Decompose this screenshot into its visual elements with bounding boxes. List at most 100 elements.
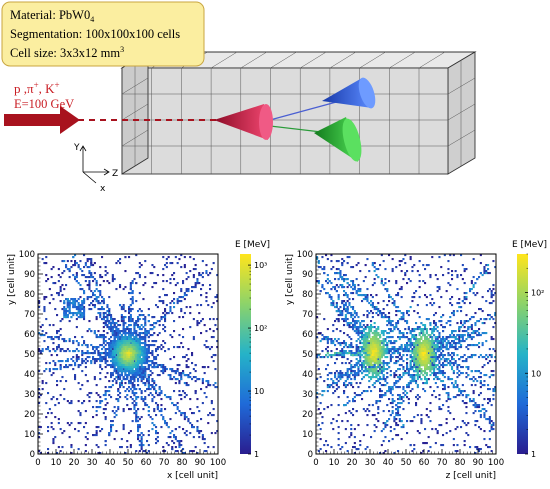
heatmap-cell xyxy=(79,388,82,391)
heatmap-cell xyxy=(330,446,333,449)
heatmap-cell xyxy=(108,380,111,383)
heatmap-cell xyxy=(137,346,140,349)
heatmap-cell xyxy=(169,396,172,399)
heatmap-cell xyxy=(122,376,125,379)
heatmap-cell xyxy=(137,316,140,319)
heatmap-cell xyxy=(122,364,125,367)
heatmap-cells xyxy=(38,254,219,455)
heatmap-cell xyxy=(461,420,464,423)
heatmap-cell xyxy=(353,326,356,329)
heatmap-cell xyxy=(326,292,329,295)
heatmap-cell xyxy=(185,290,188,293)
heatmap-cell xyxy=(335,272,338,275)
heatmap-cell xyxy=(138,314,141,317)
heatmap-cell xyxy=(99,290,102,293)
heatmap-cell xyxy=(332,382,335,385)
heatmap-cell xyxy=(465,314,468,317)
heatmap-cell xyxy=(144,360,147,363)
heatmap-cell xyxy=(122,308,125,311)
heatmap-cell xyxy=(194,370,197,373)
heatmap-cell xyxy=(115,332,118,335)
heatmap-cell xyxy=(200,320,203,323)
heatmap-cell xyxy=(337,426,340,429)
heatmap-cell xyxy=(111,364,114,367)
heatmap-cell xyxy=(323,272,326,275)
heatmap-cell xyxy=(124,256,127,259)
heatmap-cell xyxy=(128,360,131,363)
heatmap-cell xyxy=(115,360,118,363)
heatmap-cell xyxy=(348,256,351,259)
heatmap-cell xyxy=(362,334,365,337)
heatmap-cell xyxy=(479,254,482,257)
heatmap-cell xyxy=(83,290,86,293)
heatmap-cell xyxy=(151,366,154,369)
heatmap-cell xyxy=(88,282,91,285)
heatmap-cell xyxy=(174,372,177,375)
heatmap-cell xyxy=(115,358,118,361)
heatmap-cell xyxy=(183,452,186,455)
heatmap-cell xyxy=(59,428,62,431)
heatmap-cell xyxy=(122,338,125,341)
heatmap-cell xyxy=(382,300,385,303)
heatmap-cell xyxy=(90,302,93,305)
heatmap-cell xyxy=(334,278,337,281)
heatmap-cell xyxy=(397,398,400,401)
heatmap-cell xyxy=(164,342,167,345)
heatmap-cell xyxy=(113,352,116,355)
heatmap-cell xyxy=(368,404,371,407)
heatmap-cell xyxy=(411,348,414,351)
heatmap-cell xyxy=(176,262,179,265)
heatmap-cell xyxy=(151,386,154,389)
heatmap-cell xyxy=(201,272,204,275)
heatmap-cell xyxy=(142,378,145,381)
heatmap-cell xyxy=(164,368,167,371)
heatmap-cell xyxy=(429,302,432,305)
heatmap-cell xyxy=(209,384,212,387)
heatmap-cell xyxy=(77,304,80,307)
heatmap-cell xyxy=(171,368,174,371)
heatmap-cell xyxy=(39,334,42,337)
heatmap-cell xyxy=(70,316,73,319)
heatmap-cell xyxy=(164,366,167,369)
heatmap-cell xyxy=(144,350,147,353)
heatmap-cell xyxy=(108,328,111,331)
heatmap-cell xyxy=(146,352,149,355)
heatmap-cell xyxy=(341,352,344,355)
heatmap-cell xyxy=(140,324,143,327)
heatmap-cell xyxy=(86,350,89,353)
heatmap-cell xyxy=(74,278,77,281)
heatmap-cell xyxy=(429,276,432,279)
heatmap-cell xyxy=(54,416,57,419)
heatmap-cell xyxy=(353,352,356,355)
heatmap-cell xyxy=(45,262,48,265)
heatmap-cell xyxy=(424,294,427,297)
heatmap-cell xyxy=(81,288,84,291)
heatmap-cell xyxy=(373,430,376,433)
heatmap-cell xyxy=(167,374,170,377)
heatmap-cell xyxy=(191,290,194,293)
heatmap-cell xyxy=(138,344,141,347)
heatmap-cell xyxy=(364,448,367,451)
heatmap-cell xyxy=(344,316,347,319)
heatmap-cell xyxy=(128,372,131,375)
heatmap-cell xyxy=(212,262,215,265)
heatmap-cell xyxy=(102,358,105,361)
heatmap-cell xyxy=(128,354,131,357)
heatmap-cell xyxy=(203,438,206,441)
heatmap-cell xyxy=(66,302,69,305)
heatmap-cell xyxy=(56,380,59,383)
heatmap-cell xyxy=(122,360,125,363)
heatmap-cell xyxy=(362,434,365,437)
heatmap-cell xyxy=(438,306,441,309)
heatmap-cell xyxy=(108,322,111,325)
heatmap-cell xyxy=(357,334,360,337)
heatmap-cell xyxy=(113,360,116,363)
heatmap-cell xyxy=(99,352,102,355)
heatmap-cell xyxy=(137,358,140,361)
heatmap-cell xyxy=(75,356,78,359)
heatmap-cell xyxy=(147,410,150,413)
heatmap-cell xyxy=(196,378,199,381)
heatmap-cell xyxy=(129,304,132,307)
heatmap-cell xyxy=(377,302,380,305)
heatmap-cell xyxy=(395,434,398,437)
